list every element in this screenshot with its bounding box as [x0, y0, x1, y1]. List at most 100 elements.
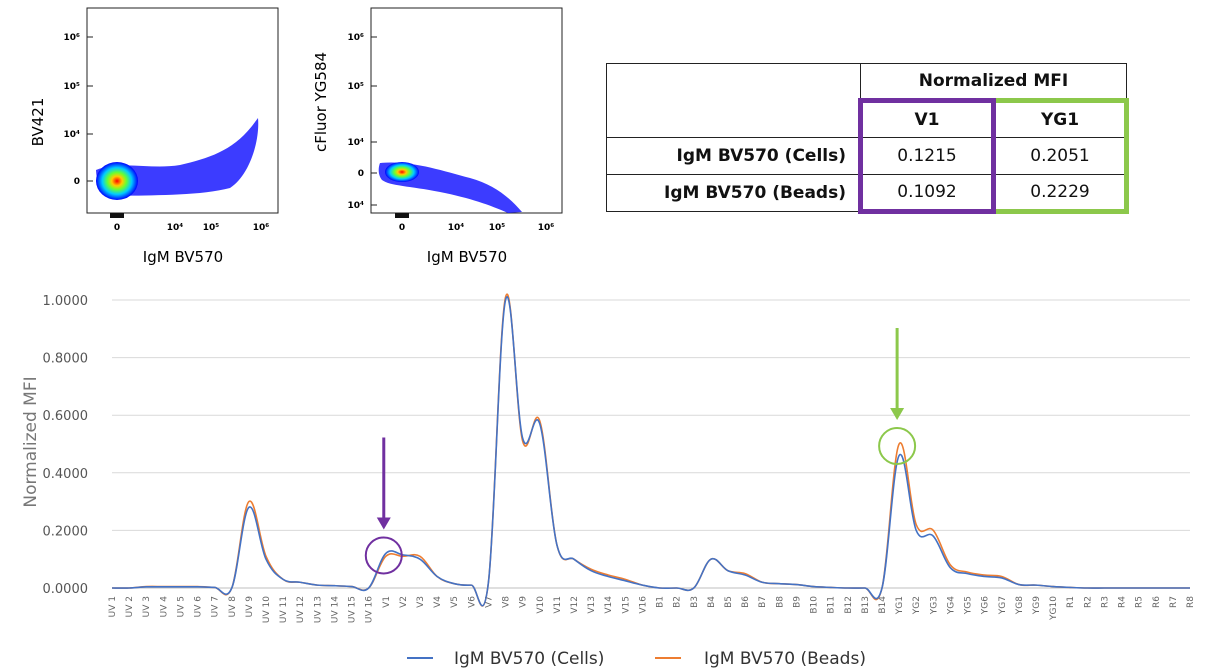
x-tick-label: V1 [382, 596, 392, 608]
scatter-plot-2-xtick: 10⁶ [538, 223, 555, 233]
x-tick-label: B9 [792, 596, 802, 608]
annotation-arrowhead-yg1 [890, 408, 905, 420]
x-tick-label: R6 [1152, 596, 1162, 608]
legend-label-beads: IgM BV570 (Beads) [704, 649, 866, 669]
x-tick-label: B12 [844, 596, 854, 614]
x-tick-label: YG2 [912, 596, 922, 615]
x-tick-label: UV 10 [262, 596, 272, 623]
x-tick-label: V9 [519, 596, 529, 608]
x-tick-label: UV 13 [313, 596, 323, 623]
x-tick-label: UV 15 [348, 596, 358, 623]
x-tick-label: V10 [536, 596, 546, 614]
scatter-plot-2-ytick: 10⁵ [348, 82, 365, 92]
table-cell: 0.1092 [858, 174, 996, 214]
table-col-yg1: YG1 [991, 98, 1129, 138]
x-tick-label: V12 [570, 596, 580, 614]
x-tick-labels: UV 1 UV 2 UV 3 UV 4 UV 5 UV 6 UV 7 UV 8 UV 9 UV 1… [108, 596, 1196, 623]
x-tick-label: YG6 [981, 596, 991, 615]
x-tick-label: UV 5 [176, 596, 186, 617]
x-tick-label: YG9 [1032, 596, 1042, 615]
table-cell: 0.1215 [858, 137, 996, 175]
table-row: IgM BV570 (Beads) 0.1092 0.2229 [606, 174, 1129, 214]
x-tick-label: V3 [416, 596, 426, 608]
series-lines [111, 293, 1190, 607]
series-line-cells [111, 296, 1190, 607]
x-tick-label: V16 [638, 596, 648, 614]
x-tick-label: V8 [502, 596, 512, 608]
x-tick-label: UV 1 [108, 596, 118, 617]
legend-label-cells: IgM BV570 (Cells) [454, 649, 604, 669]
x-tick-label: YG8 [1015, 596, 1025, 615]
series-line-beads [111, 293, 1190, 607]
x-tick-label: V5 [450, 596, 460, 608]
x-tick-label: V11 [553, 596, 563, 614]
x-tick-label: V6 [467, 596, 477, 608]
x-tick-label: B10 [810, 596, 820, 614]
scatter-plot-2-xtick: 10⁵ [489, 223, 506, 233]
x-tick-label: YG7 [998, 596, 1008, 615]
scatter-plot-1-ytick: 10⁵ [64, 82, 81, 92]
x-tick-label: UV 16 [365, 596, 375, 623]
annotation-circle-v1 [364, 536, 403, 575]
x-tick-label: V14 [604, 596, 614, 614]
x-tick-label: V7 [484, 596, 494, 608]
scatter-plot-1-xlabel: IgM BV570 [143, 248, 223, 266]
scatter-plot-1: 10⁶ 10⁵ 10⁴ 0 0 10⁴ 10⁵ 10⁶ IgM BV570 BV… [29, 7, 279, 266]
scatter-plot-1-ytick: 10⁴ [64, 130, 81, 140]
scatter-plot-2-xtick: 0 [399, 223, 405, 233]
x-tick-label: R5 [1135, 596, 1145, 608]
x-tick-label: B3 [690, 596, 700, 608]
x-tick-label: UV 3 [142, 596, 152, 617]
scatter-plot-1-xtick: 10⁵ [203, 223, 220, 233]
scatter-plot-2-ytick: 10⁴ [348, 201, 365, 211]
table-row-label: IgM BV570 (Cells) [606, 137, 861, 175]
x-tick-label: B13 [861, 596, 871, 614]
x-tick-label: V13 [587, 596, 597, 614]
y-tick-label: 0.4000 [43, 467, 89, 482]
x-tick-label: B1 [656, 596, 666, 608]
x-tick-label: B5 [724, 596, 734, 608]
scatter-plot-1-ytick: 10⁶ [64, 33, 81, 43]
x-tick-label: V2 [399, 596, 409, 608]
scatter-plot-2-hotspot [385, 162, 419, 182]
annotation-arrowhead-v1 [376, 517, 391, 530]
scatter-plot-2: 10⁶ 10⁵ 10⁴ 0 10⁴ 0 10⁴ 10⁵ 10⁶ IgM BV57… [312, 7, 563, 266]
table-cell: 0.2051 [991, 137, 1129, 175]
x-tick-label: B11 [827, 596, 837, 614]
scatter-plot-2-xlabel: IgM BV570 [427, 248, 507, 266]
x-tick-label: R4 [1118, 596, 1128, 608]
x-tick-label: R3 [1100, 596, 1110, 608]
x-tick-label: UV 14 [330, 596, 340, 623]
scatter-plot-1-xtick: 0 [114, 223, 120, 233]
annotation-circle-yg1 [878, 427, 917, 465]
x-tick-label: R2 [1083, 596, 1093, 608]
x-tick-label: UV 4 [159, 596, 169, 618]
scatter-plot-1-ytick: 0 [74, 177, 80, 187]
normalized-mfi-line-chart: 0.0000 0.2000 0.4000 0.6000 0.8000 1.0000 UV … [21, 293, 1196, 669]
x-tick-label: UV 2 [125, 596, 135, 617]
normalized-mfi-table: Normalized MFI V1 YG1 IgM BV570 (Cells) … [606, 63, 1129, 214]
x-tick-label: B2 [673, 596, 683, 608]
x-tick-label: R7 [1169, 596, 1179, 608]
y-tick-label: 0.6000 [43, 409, 89, 424]
x-tick-label: B14 [878, 596, 888, 614]
x-tick-label: UV 7 [211, 596, 221, 617]
scatter-plot-1-hotspot [96, 162, 138, 200]
x-tick-label: YG3 [929, 596, 939, 615]
scatter-plot-2-ytick: 0 [358, 169, 364, 179]
scatter-plot-2-xtick: 10⁴ [448, 223, 465, 233]
x-tick-label: R8 [1186, 596, 1196, 608]
x-tick-label: B6 [741, 596, 751, 608]
scatter-plot-1-xtick: 10⁴ [167, 223, 184, 233]
x-tick-label: B7 [758, 596, 768, 608]
scatter-plot-2-ytick: 10⁶ [348, 33, 365, 43]
table-corner [606, 63, 861, 138]
table-row: IgM BV570 (Cells) 0.1215 0.2051 [606, 137, 1129, 175]
x-tick-label: UV 11 [279, 596, 289, 623]
x-tick-label: UV 9 [245, 596, 255, 618]
table-cell: 0.2229 [991, 174, 1129, 214]
x-tick-label: UV 6 [194, 596, 204, 618]
x-tick-label: B4 [707, 596, 717, 608]
x-tick-label: YG5 [964, 596, 974, 615]
x-tick-label: YG1 [895, 596, 905, 615]
